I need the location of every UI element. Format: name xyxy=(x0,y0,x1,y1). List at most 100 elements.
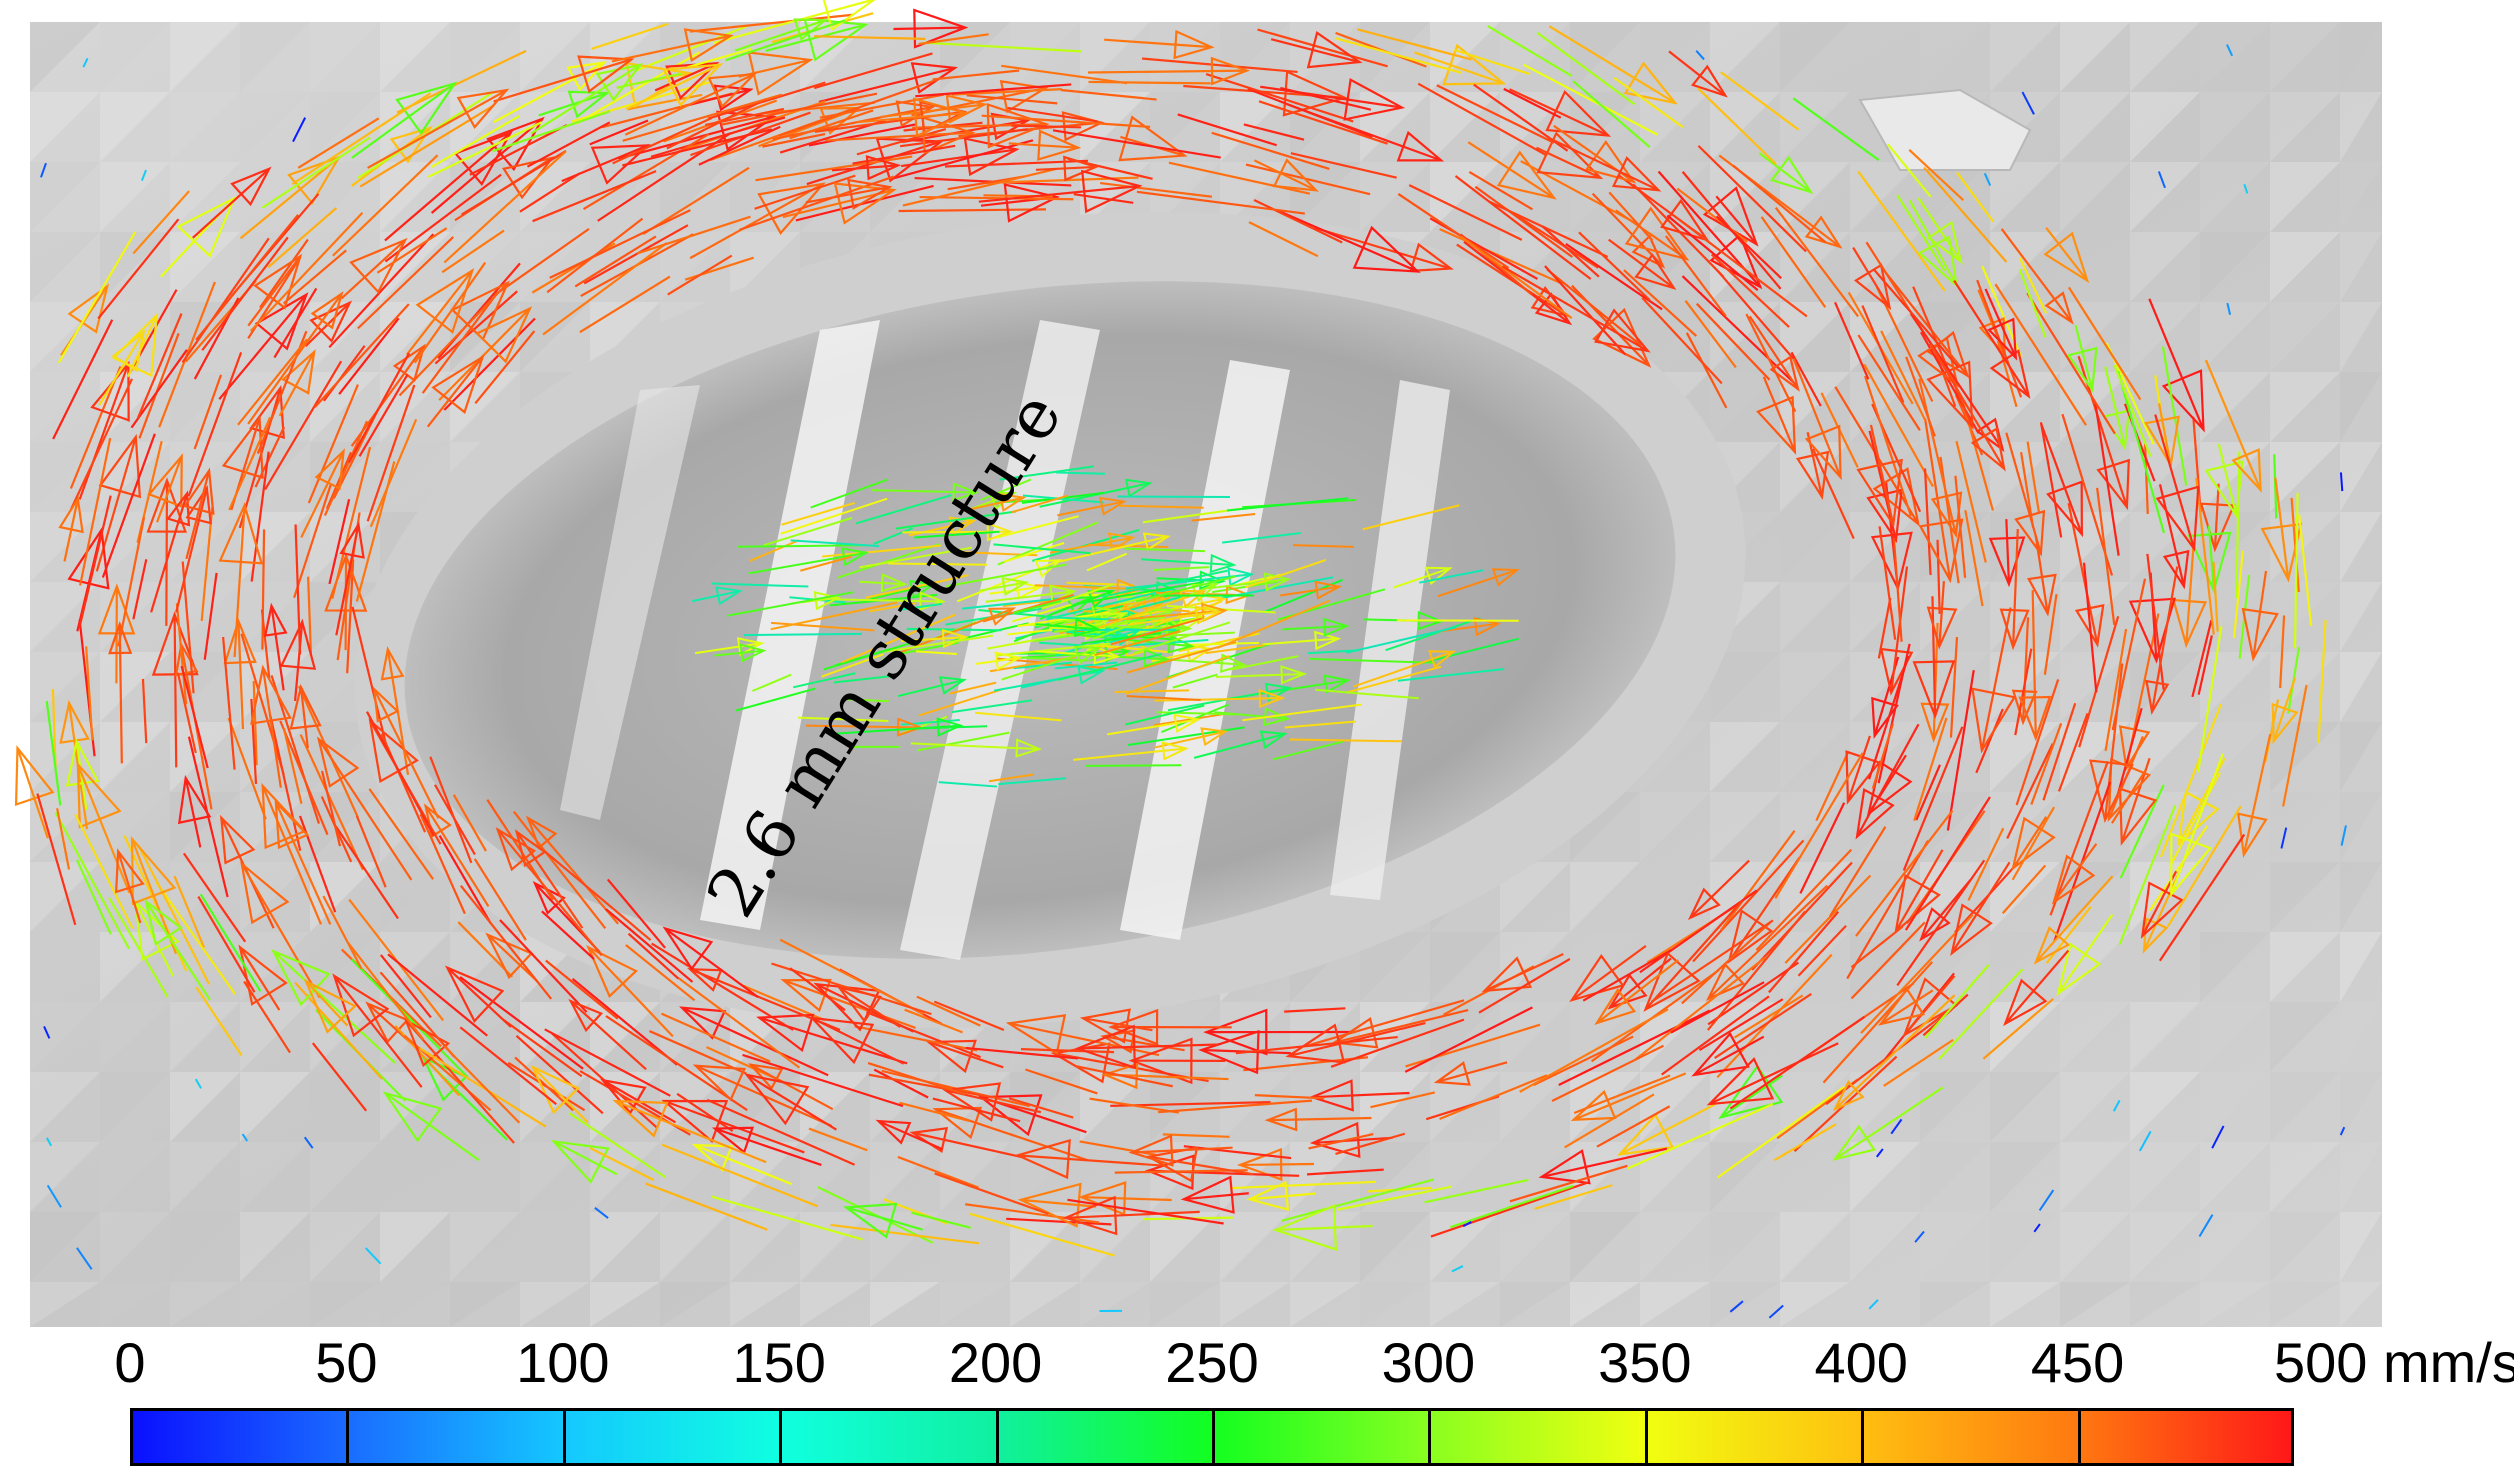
velocity-arrowhead xyxy=(1918,518,1964,584)
velocity-vector xyxy=(1768,911,1840,994)
velocity-vector xyxy=(750,1063,834,1111)
velocity-vector xyxy=(136,313,183,419)
velocity-vector xyxy=(1126,695,1201,701)
velocity-vector xyxy=(1681,920,1772,1005)
velocity-vector xyxy=(833,674,896,684)
velocity-vector xyxy=(300,450,345,538)
velocity-vector xyxy=(101,433,156,578)
velocity-vector xyxy=(1938,968,2024,1060)
velocity-vector xyxy=(1314,226,1452,270)
velocity-vector xyxy=(261,529,266,650)
velocity-vector xyxy=(2226,302,2232,316)
velocity-vector xyxy=(2104,663,2124,820)
surface-bump xyxy=(1858,88,2032,171)
velocity-vector xyxy=(1154,730,1226,749)
velocity-vector xyxy=(1010,494,1069,514)
velocity-vector xyxy=(642,166,750,235)
velocity-arrowhead xyxy=(998,493,1027,513)
velocity-arrowhead xyxy=(495,827,537,872)
velocity-vector xyxy=(1242,703,1362,722)
velocity-vector xyxy=(1815,751,1850,822)
velocity-arrowhead xyxy=(76,761,122,829)
velocity-vector xyxy=(1289,738,1402,743)
velocity-arrowhead xyxy=(1769,355,1800,392)
velocity-vector xyxy=(2252,570,2268,659)
velocity-vector xyxy=(1460,235,1573,320)
velocity-vector xyxy=(988,773,1034,783)
velocity-arrowhead xyxy=(1128,1134,1174,1167)
velocity-vector xyxy=(1784,874,1872,964)
velocity-arrowhead xyxy=(525,815,558,850)
velocity-arrowhead xyxy=(221,415,264,480)
velocity-vector xyxy=(667,254,733,296)
velocity-vector xyxy=(1872,268,1960,369)
velocity-arrowhead xyxy=(415,268,475,334)
velocity-arrowhead xyxy=(456,88,510,130)
velocity-vector xyxy=(1949,636,1959,738)
velocity-vector xyxy=(946,563,1067,588)
velocity-vector xyxy=(1284,720,1356,729)
velocity-vector xyxy=(2014,648,2033,736)
velocity-vector xyxy=(1896,859,1986,986)
velocity-arrowhead xyxy=(1832,1124,1876,1161)
velocity-vector xyxy=(951,87,1063,96)
velocity-arrowhead xyxy=(2170,832,2213,898)
velocity-vector xyxy=(1504,207,1599,269)
velocity-vector xyxy=(2279,615,2286,688)
colorbar xyxy=(130,1408,2294,1466)
velocity-vector xyxy=(1262,637,1339,646)
velocity-vector xyxy=(351,82,456,159)
velocity-arrowhead xyxy=(692,1064,746,1102)
velocity-arrowhead xyxy=(736,637,765,657)
velocity-vector xyxy=(1311,1091,1410,1099)
velocity-vector xyxy=(1890,1118,1903,1135)
velocity-vectors xyxy=(14,0,2347,1319)
velocity-vector xyxy=(267,207,338,269)
velocity-arrowhead xyxy=(715,586,744,606)
velocity-vector xyxy=(2154,414,2196,549)
velocity-arrowhead xyxy=(1970,427,2006,472)
velocity-vector xyxy=(82,57,89,68)
velocity-arrowhead xyxy=(936,717,964,737)
velocity-arrowhead xyxy=(1538,1149,1591,1185)
velocity-vector xyxy=(1773,1123,1837,1162)
velocity-vector xyxy=(591,22,669,50)
velocity-arrowhead xyxy=(942,1082,1002,1122)
velocity-vector xyxy=(355,815,387,888)
velocity-vector xyxy=(1284,1007,1346,1013)
velocity-vector xyxy=(261,136,371,209)
velocity-vector xyxy=(819,93,944,119)
velocity-vector xyxy=(1536,31,1636,106)
velocity-vector xyxy=(1834,1086,1944,1161)
velocity-vector xyxy=(2161,346,2188,486)
velocity-arrowhead xyxy=(111,312,159,378)
velocity-vector xyxy=(519,172,581,213)
velocity-vector xyxy=(228,416,272,511)
velocity-arrowhead xyxy=(1087,589,1116,609)
velocity-vector xyxy=(1613,76,1684,128)
velocity-vector xyxy=(278,351,316,417)
velocity-vector xyxy=(355,461,396,602)
velocity-arrowhead xyxy=(793,18,829,41)
velocity-vector xyxy=(956,559,1061,603)
velocity-vector xyxy=(1565,243,1663,311)
velocity-arrowhead xyxy=(1871,696,1899,739)
velocity-vector xyxy=(429,756,473,864)
velocity-vector xyxy=(203,572,218,660)
velocity-vector xyxy=(666,98,767,150)
velocity-vector xyxy=(1890,566,1909,693)
velocity-vector xyxy=(180,665,209,769)
velocity-vector xyxy=(1755,848,1853,951)
velocity-vector xyxy=(1055,628,1140,657)
velocity-arrowhead xyxy=(1203,1008,1268,1056)
velocity-vector xyxy=(1312,1136,1393,1145)
velocity-vector xyxy=(789,967,846,1012)
velocity-vector xyxy=(1172,673,1218,689)
velocity-vector xyxy=(2170,772,2221,865)
velocity-arrowhead xyxy=(58,495,84,534)
velocity-arrowhead xyxy=(2044,291,2074,325)
velocity-vector xyxy=(824,131,973,142)
velocity-vector xyxy=(155,881,236,995)
velocity-vector xyxy=(368,788,435,880)
